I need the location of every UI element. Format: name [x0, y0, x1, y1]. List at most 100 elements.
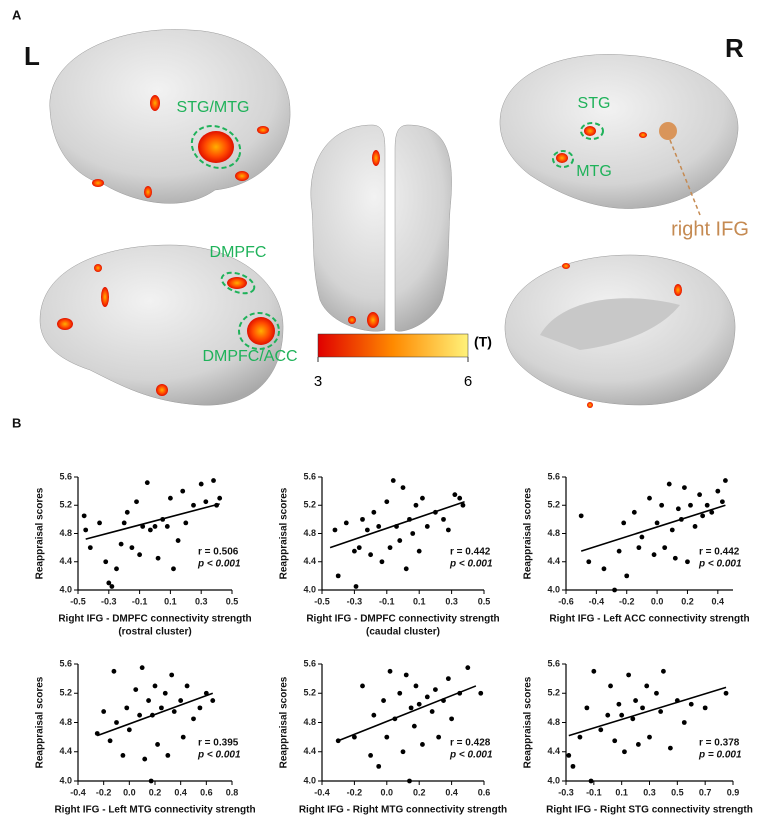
y-tick-label: 5.6 — [59, 471, 72, 481]
scatter-point — [420, 742, 425, 747]
scatter-point — [171, 709, 177, 714]
scatter-point — [723, 690, 729, 696]
y-tick-label: 4.4 — [59, 556, 72, 566]
scatter-point — [387, 545, 393, 551]
x-tick-label: -0.5 — [70, 596, 86, 606]
x-tick-label: 0.7 — [699, 787, 712, 797]
panel-label: B — [12, 415, 21, 430]
y-tick-label: 5.2 — [303, 688, 316, 698]
scatter-point — [155, 742, 160, 747]
scatter-point — [133, 687, 139, 692]
scatter-point — [97, 520, 102, 526]
x-tick-label: 0.0 — [381, 787, 394, 797]
x-axis-label: Right IFG - DMPFC connectivity strength — [306, 614, 499, 625]
scatter-point — [148, 778, 154, 784]
y-tick-label: 5.2 — [59, 688, 72, 698]
y-axis-label: Reappraisal scores — [523, 487, 534, 579]
scatter-point — [647, 734, 652, 740]
scatter-point — [445, 676, 451, 682]
x-tick-label: -0.6 — [558, 596, 574, 606]
scatter-point — [155, 555, 161, 561]
scatter-point — [387, 668, 393, 674]
y-axis-label: Reappraisal scores — [35, 676, 46, 768]
scatter-point — [353, 584, 359, 589]
y-tick-label: 5.2 — [547, 500, 560, 510]
trend-line — [337, 685, 477, 742]
scatter-point — [360, 683, 365, 689]
y-tick-label: 5.6 — [547, 658, 560, 668]
colorbar-tick-label: 6 — [464, 373, 472, 390]
scatter-point — [460, 502, 466, 508]
scatter-point — [162, 690, 168, 696]
scatter-point — [445, 527, 451, 533]
scatter-point — [407, 778, 412, 784]
scatter-point — [159, 705, 164, 711]
y-tick-label: 5.2 — [547, 688, 560, 698]
scatter-point — [137, 552, 143, 558]
scatter-point — [635, 742, 641, 747]
brain-illustrations — [39, 29, 739, 408]
scatter-point — [612, 587, 617, 593]
scatter-point — [661, 668, 666, 674]
x-tick-label: -0.1 — [379, 596, 395, 606]
scatter-point — [410, 531, 416, 536]
y-tick-label: 4.0 — [547, 775, 560, 785]
scatter-point — [103, 559, 109, 565]
scatter-point — [147, 527, 153, 533]
scatter-point — [723, 478, 728, 483]
stat-annotation: p < 0.001 — [698, 559, 742, 570]
scatter-point — [171, 566, 176, 572]
scatter-point — [118, 541, 124, 547]
x-tick-label: 0.2 — [681, 596, 694, 606]
scatter-point — [400, 749, 406, 755]
y-tick-label: 4.0 — [303, 775, 316, 785]
scatter-point — [651, 552, 657, 558]
x-tick-label: -0.4 — [70, 787, 86, 797]
scatter-point — [605, 712, 611, 718]
scatter-point — [667, 745, 673, 751]
scatter-point — [715, 488, 721, 494]
x-tick-label: 0.2 — [413, 787, 426, 797]
trend-line — [96, 692, 214, 737]
scatter-point — [591, 668, 597, 674]
scatter-point — [424, 694, 430, 700]
scatter-point — [598, 727, 604, 733]
trend-line — [329, 500, 465, 549]
scatter-point — [400, 485, 406, 490]
y-tick-label: 4.4 — [547, 746, 560, 756]
scatter-point — [688, 701, 694, 707]
x-tick-label: 0.5 — [226, 596, 239, 606]
scatter-point — [616, 548, 622, 554]
scatter-point — [647, 495, 652, 501]
y-tick-label: 4.4 — [303, 556, 316, 566]
y-axis-label: Reappraisal scores — [279, 676, 290, 768]
x-axis-label: Right IFG - Right STG connectivity stren… — [546, 805, 753, 816]
y-tick-label: 4.0 — [547, 584, 560, 594]
scatter-point — [639, 534, 645, 540]
scatter-point — [659, 502, 665, 508]
scatter-point — [114, 566, 119, 572]
region-label: MTG — [576, 163, 612, 180]
scatter-point — [364, 527, 370, 533]
x-tick-label: -0.4 — [589, 596, 605, 606]
stat-annotation: p < 0.001 — [449, 559, 493, 570]
y-axis-label: Reappraisal scores — [523, 676, 534, 768]
stat-annotation: r = 0.378 — [699, 738, 740, 749]
x-tick-label: 0.0 — [123, 787, 136, 797]
x-tick-label: 0.1 — [164, 596, 177, 606]
y-tick-label: 4.4 — [303, 746, 316, 756]
scatter-point — [384, 734, 390, 740]
scatter-point — [636, 545, 642, 551]
y-tick-label: 4.8 — [303, 528, 316, 538]
y-tick-label: 4.8 — [547, 528, 560, 538]
scatter-point — [621, 520, 627, 526]
scatter-point — [420, 495, 425, 501]
scatter-point — [465, 665, 471, 671]
scatter-point — [601, 566, 607, 572]
x-tick-label: 0.9 — [727, 787, 740, 797]
scatter-point — [109, 584, 115, 589]
scatter-point — [681, 720, 687, 725]
scatter-point — [343, 520, 349, 526]
stat-annotation: p = 0.001 — [698, 750, 742, 761]
scatter-point — [584, 705, 590, 711]
